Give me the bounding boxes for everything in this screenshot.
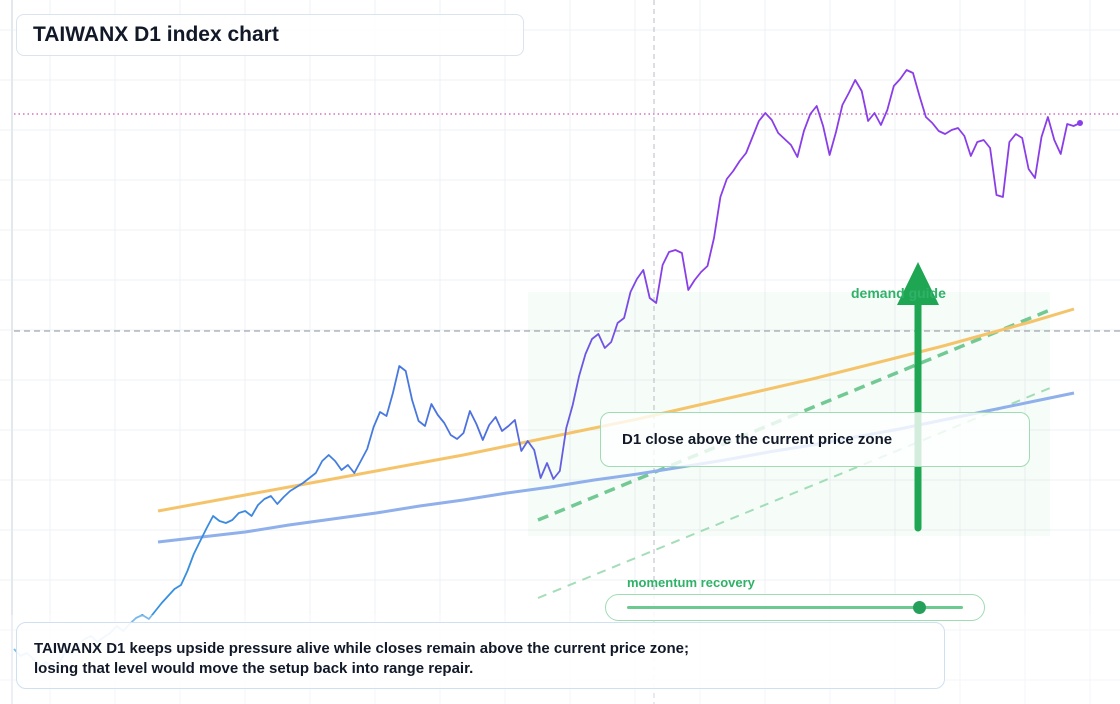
momentum-label: momentum recovery [627,575,755,590]
price-line [13,69,1081,670]
reference-levels [14,113,1120,332]
note-line-2: losing that level would move the setup b… [34,660,474,677]
demand-guide-label: demand guide [851,285,946,301]
price-series [13,69,1083,670]
chart-title: TAIWANX D1 index chart [33,23,279,46]
analysis-note: TAIWANX D1 keeps upside pressure alive w… [16,622,945,689]
momentum-knob[interactable] [913,601,927,614]
arrow-head [897,262,939,305]
momentum-slider[interactable] [605,594,985,621]
momentum-track [627,606,963,609]
note-line-1: TAIWANX D1 keeps upside pressure alive w… [34,640,689,657]
callout-text: D1 close above the current price zone [622,431,893,448]
last-price-dot [1077,120,1083,126]
chart-title-box: TAIWANX D1 index chart [16,14,524,56]
channel-lower-line [537,387,1051,599]
price-zone-callout: D1 close above the current price zone [600,412,1030,467]
